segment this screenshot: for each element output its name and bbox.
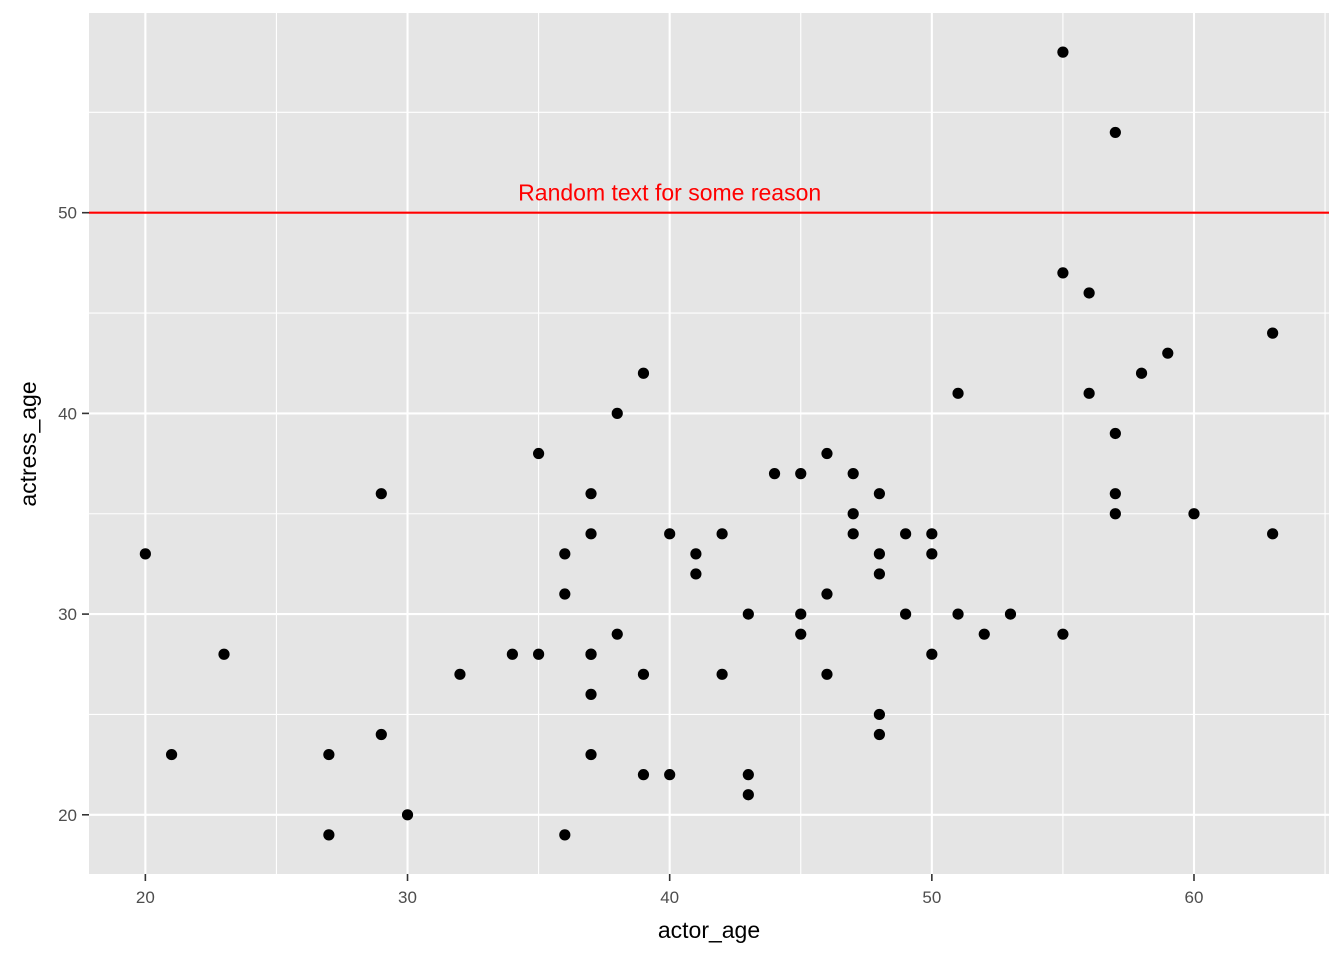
data-point — [401, 809, 414, 821]
data-point — [375, 488, 387, 500]
data-point — [742, 608, 754, 620]
data-point — [926, 548, 938, 560]
minor-gridlines — [89, 13, 1329, 874]
data-point — [873, 548, 886, 560]
y-tick-label: 30 — [58, 605, 77, 624]
data-point — [716, 668, 728, 680]
data-point — [1135, 367, 1148, 379]
data-point — [664, 769, 676, 781]
data-point — [1109, 508, 1121, 520]
data-point — [532, 447, 545, 460]
data-point — [821, 447, 833, 460]
data-point — [795, 608, 807, 620]
data-point — [873, 728, 886, 741]
data-point — [637, 769, 650, 781]
data-point — [926, 648, 938, 660]
data-point — [768, 468, 781, 480]
data-point — [532, 648, 545, 660]
data-point — [585, 528, 597, 540]
data-point — [690, 568, 702, 580]
data-point — [323, 829, 335, 841]
y-tick-label: 20 — [58, 806, 77, 825]
data-point — [1188, 508, 1200, 520]
data-point — [585, 688, 597, 700]
data-point — [900, 528, 912, 540]
data-point — [926, 528, 938, 540]
data-point — [559, 548, 571, 560]
data-point — [454, 668, 466, 680]
data-point — [742, 769, 754, 781]
data-point — [585, 748, 597, 761]
data-point — [1267, 327, 1279, 339]
data-point — [742, 789, 754, 801]
data-point — [559, 588, 571, 600]
data-point — [1109, 427, 1121, 440]
data-point — [1057, 628, 1069, 640]
reference-line-group: Random text for some reason — [89, 180, 1329, 214]
data-point — [1057, 46, 1069, 58]
data-point — [1057, 267, 1069, 279]
data-point — [873, 488, 886, 500]
data-point — [952, 387, 964, 399]
x-tick-label: 50 — [922, 888, 941, 907]
data-point — [795, 628, 807, 640]
x-tick-label: 20 — [136, 888, 155, 907]
annotation-text: Random text for some reason — [518, 180, 821, 206]
data-point — [323, 748, 335, 761]
data-point — [847, 508, 859, 520]
plot-panel — [89, 13, 1329, 874]
data-point — [585, 488, 597, 500]
y-axis-title: actress_age — [15, 381, 41, 506]
data-point — [716, 528, 728, 540]
data-point — [821, 668, 833, 680]
x-tick-label: 60 — [1185, 888, 1204, 907]
data-point — [375, 728, 387, 741]
data-point — [795, 468, 807, 480]
data-point — [1267, 528, 1279, 540]
data-point — [952, 608, 964, 620]
data-point — [559, 829, 571, 841]
data-point — [1083, 387, 1095, 399]
x-tick-label: 40 — [660, 888, 679, 907]
data-point — [611, 407, 623, 419]
data-point — [873, 708, 886, 721]
data-point — [611, 628, 623, 640]
data-point — [637, 668, 650, 680]
data-point — [165, 748, 178, 761]
data-point — [1109, 488, 1121, 500]
data-point — [847, 528, 859, 540]
data-point — [690, 548, 702, 560]
data-point — [1083, 287, 1095, 299]
data-point — [218, 648, 230, 660]
y-tick-label: 50 — [58, 204, 77, 223]
data-point — [821, 588, 833, 600]
data-point — [664, 528, 676, 540]
data-point — [637, 367, 650, 379]
y-axis: 20 30 40 50 — [58, 204, 89, 825]
data-point — [1162, 347, 1174, 359]
data-point — [506, 648, 518, 660]
data-point — [873, 568, 886, 580]
data-point — [1004, 608, 1017, 620]
data-point — [847, 468, 859, 480]
data-point — [585, 648, 597, 660]
data-points — [139, 46, 1279, 841]
data-point — [1109, 126, 1121, 139]
data-point — [139, 548, 151, 560]
x-axis: 20 30 40 50 60 — [136, 874, 1204, 907]
x-tick-label: 30 — [398, 888, 417, 907]
y-tick-label: 40 — [58, 404, 77, 423]
data-point — [900, 608, 912, 620]
x-axis-title: actor_age — [658, 917, 760, 943]
data-point — [978, 628, 990, 640]
